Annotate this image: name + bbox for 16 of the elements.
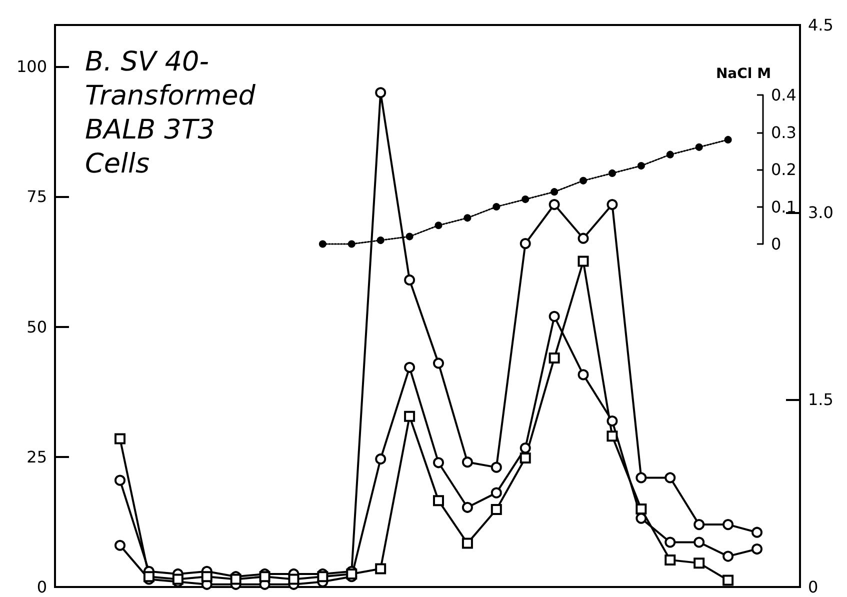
y3-tick-label: 0.1: [771, 197, 796, 216]
y3-tick-label: 0: [771, 234, 782, 254]
y-tick-label: 50: [26, 317, 47, 336]
y-tick-label: 25: [26, 447, 47, 466]
y-tick-label: 75: [26, 187, 47, 206]
text: B. SV 40- Transformed BALB 3T3 Cells: [85, 46, 256, 180]
y-tick-label: 100: [16, 57, 47, 76]
y2-tick-label: 0: [808, 578, 818, 596]
y3-axis-title: NaCl M: [716, 66, 771, 82]
y2-tick-label: 1.5: [808, 390, 834, 410]
y3-tick-label: 0.3: [771, 122, 796, 142]
y3-tick-label: 0.4: [771, 86, 796, 104]
y2-tick-label: 4.5: [808, 16, 834, 34]
y3-tick-label: 0.2: [771, 160, 796, 179]
y-tick-label: 0: [36, 578, 47, 596]
y2-tick-label: 3.0: [808, 202, 834, 222]
